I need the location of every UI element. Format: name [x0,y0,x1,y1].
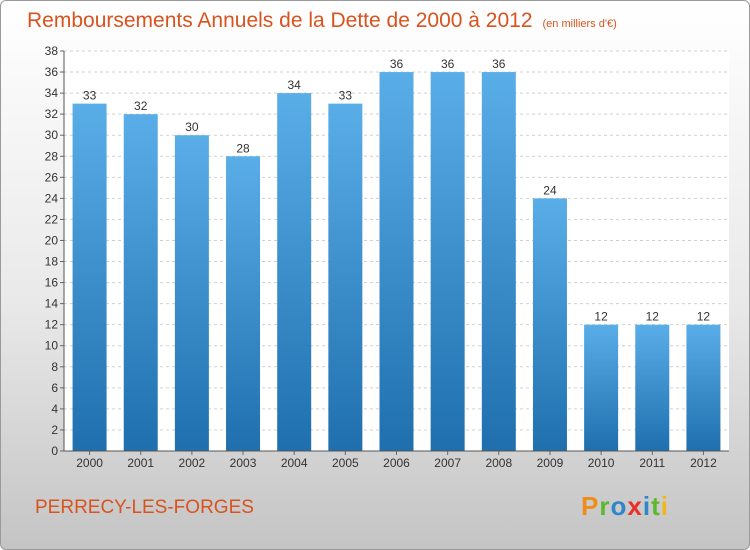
y-tick-label: 30 [45,128,59,142]
data-label: 12 [594,310,608,324]
bar [226,156,261,451]
logo-letter: r [599,491,611,521]
y-tick-label: 26 [45,170,59,184]
data-label: 36 [441,57,455,71]
data-label: 12 [646,310,660,324]
bar [277,93,312,452]
logo-letter: i [642,491,652,521]
data-label: 36 [492,57,506,71]
x-tick-label: 2010 [588,456,615,470]
x-tick-label: 2011 [639,456,665,470]
y-tick-label: 18 [45,255,59,269]
y-tick-label: 36 [45,65,59,79]
data-label: 32 [134,99,148,113]
bar [328,103,363,451]
proxiti-logo: Proxiti [581,491,669,522]
data-label: 33 [83,89,97,103]
x-tick-label: 2003 [230,456,257,470]
x-tick-label: 2001 [127,456,154,470]
data-label: 24 [543,183,557,197]
chart-title: Remboursements Annuels de la Dette de 20… [27,9,533,32]
bar [532,198,567,451]
y-tick-label: 16 [45,276,59,290]
x-tick-label: 2008 [485,456,512,470]
y-tick-label: 34 [45,86,59,100]
y-tick-label: 24 [45,191,59,205]
data-label: 30 [185,120,199,134]
y-tick-label: 10 [45,339,59,353]
bar [481,72,516,451]
x-tick-label: 2012 [690,456,717,470]
data-label: 28 [236,141,250,155]
data-label: 12 [697,310,711,324]
bar [635,324,670,451]
y-tick-label: 2 [51,423,58,437]
bar [379,72,414,451]
x-tick-label: 2000 [76,456,103,470]
logo-letter: i [660,491,669,521]
x-tick-label: 2002 [179,456,206,470]
y-tick-label: 4 [51,402,58,416]
chart-unit: (en milliers d'€) [542,18,617,30]
y-tick-label: 38 [45,44,59,58]
logo-letter: t [651,491,661,521]
y-tick-label: 12 [45,318,59,332]
commune-name: PERRECY-LES-FORGES [35,497,254,518]
bar [430,72,465,451]
logo-letter: x [627,491,643,521]
y-tick-label: 32 [45,107,59,121]
bar [686,324,721,451]
y-tick-label: 0 [51,444,58,458]
bar [584,324,619,451]
x-tick-label: 2007 [434,456,461,470]
x-tick-label: 2006 [383,456,410,470]
bar [174,135,209,452]
y-tick-label: 28 [45,149,59,163]
bar-layer: 33 32 30 28 34 33 36 36 36 24 12 12 12 [72,57,721,452]
logo-letter: o [610,491,628,521]
title-row: Remboursements Annuels de la Dette de 20… [27,9,617,33]
x-tick-label: 2005 [332,456,359,470]
data-label: 34 [288,78,302,92]
x-tick-label: 2004 [281,456,308,470]
bar [123,114,158,451]
y-tick-label: 6 [51,381,58,395]
data-label: 33 [339,89,353,103]
bar [72,103,107,451]
data-label: 36 [390,57,404,71]
y-tick-label: 8 [51,360,58,374]
y-tick-label: 20 [45,233,59,247]
logo-letter: P [581,491,600,521]
y-tick-label: 22 [45,212,59,226]
x-tick-label: 2009 [537,456,564,470]
y-tick-label: 14 [45,297,59,311]
